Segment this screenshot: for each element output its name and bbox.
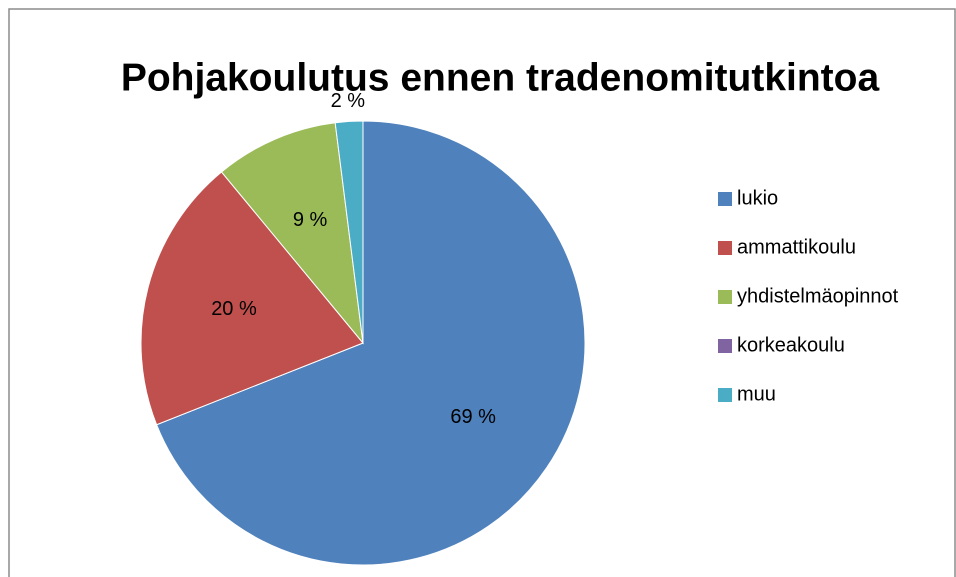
legend-label: korkeakoulu — [737, 334, 845, 356]
pie-slice — [140, 171, 364, 426]
legend-swatch — [718, 290, 732, 304]
legend-label: yhdistelmäopinnot — [737, 285, 899, 307]
legend-swatch — [718, 192, 732, 206]
legend-label: muu — [737, 383, 776, 405]
legend-label: lukio — [737, 187, 778, 209]
data-label: 20 % — [211, 298, 257, 320]
legend-swatch — [718, 339, 732, 353]
data-label: 2 % — [331, 90, 366, 112]
pie-slice — [155, 120, 586, 566]
legend-swatch — [718, 241, 732, 255]
pie-slice — [334, 120, 364, 344]
legend-swatch — [718, 388, 732, 402]
legend-label: ammattikoulu — [737, 236, 856, 258]
chart-title: Pohjakoulutus ennen tradenomitutkintoa — [121, 56, 880, 99]
data-label: 9 % — [293, 209, 328, 231]
pie-slice — [220, 122, 364, 345]
data-label: 69 % — [450, 406, 496, 428]
